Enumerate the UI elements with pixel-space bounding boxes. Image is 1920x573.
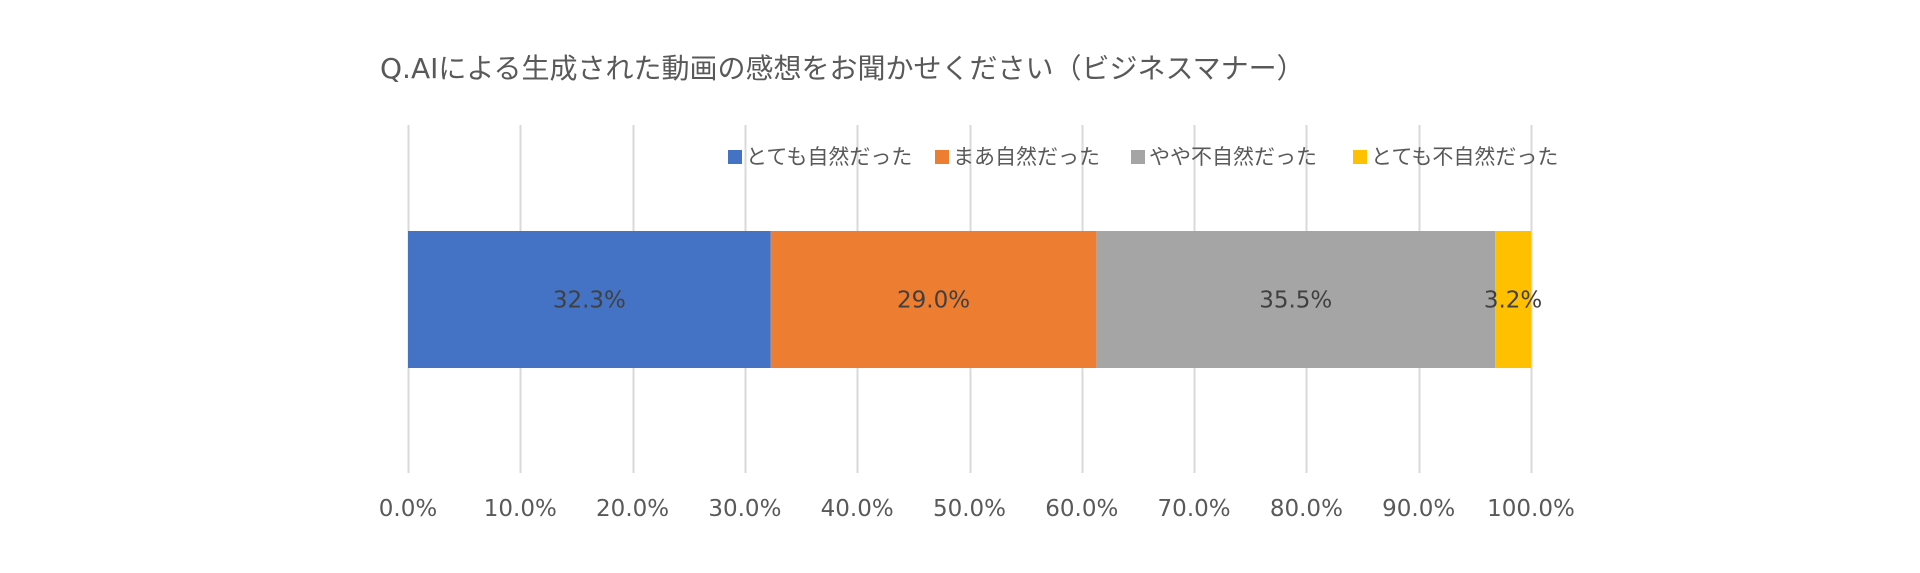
x-tick-label: 60.0% (1045, 496, 1118, 522)
legend-swatch (1131, 150, 1145, 164)
x-tick-label: 100.0% (1487, 496, 1575, 522)
legend-label: まあ自然だった (953, 145, 1100, 169)
x-tick-label: 10.0% (484, 496, 557, 522)
data-label: 29.0% (897, 288, 970, 314)
legend: とても自然だった まあ自然だった やや不自然だった とても不自然だった (728, 145, 1558, 169)
legend-label: とても不自然だった (1371, 145, 1558, 169)
legend-swatch (935, 150, 949, 164)
bar-segment (770, 231, 1097, 368)
x-tick-label: 70.0% (1158, 496, 1231, 522)
bar-segment (1096, 231, 1496, 368)
data-label: 32.3% (553, 288, 626, 314)
x-tick-label: 0.0% (379, 496, 437, 522)
x-tick-label: 90.0% (1382, 496, 1455, 522)
x-axis-tick-labels: 0.0% 10.0% 20.0% 30.0% 40.0% 50.0% 60.0% 70.0% 8… (379, 496, 1575, 522)
legend-swatch (1353, 150, 1367, 164)
x-tick-label: 80.0% (1270, 496, 1343, 522)
bar-segments (408, 231, 1531, 368)
legend-label: やや不自然だった (1149, 145, 1317, 169)
data-label: 35.5% (1259, 288, 1332, 314)
x-tick-label: 50.0% (933, 496, 1006, 522)
bar-segment (408, 231, 771, 368)
x-tick-label: 20.0% (596, 496, 669, 522)
bar-segment (1495, 231, 1531, 368)
legend-swatch (728, 150, 742, 164)
x-tick-label: 40.0% (821, 496, 894, 522)
data-label: 3.2% (1484, 288, 1542, 314)
data-labels: 32.3% 29.0% 35.5% 3.2% (553, 288, 1542, 314)
x-tick-label: 30.0% (708, 496, 781, 522)
chart-title: Q.AIによる生成された動画の感想をお聞かせください（ビジネスマナー） (380, 52, 1305, 85)
legend-label: とても自然だった (746, 145, 912, 169)
